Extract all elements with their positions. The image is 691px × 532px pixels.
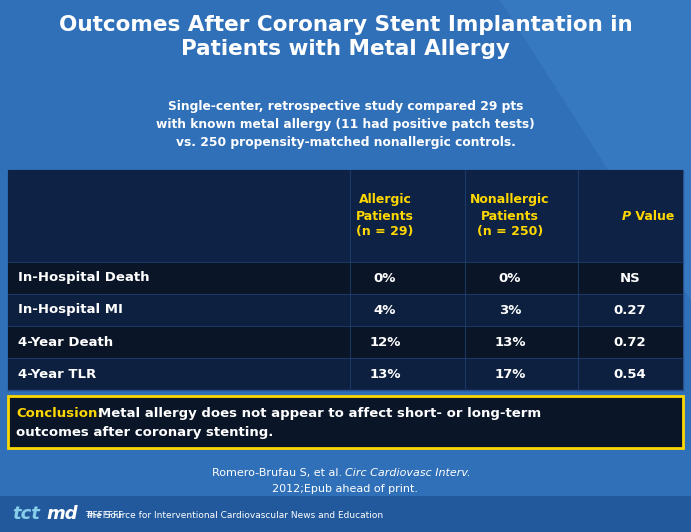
Bar bbox=[8, 358, 683, 390]
Text: 2012;Epub ahead of print.: 2012;Epub ahead of print. bbox=[272, 484, 419, 494]
Text: Metal allergy does not appear to affect short- or long-term: Metal allergy does not appear to affect … bbox=[98, 406, 541, 420]
Text: 4%: 4% bbox=[374, 303, 396, 317]
Text: The Source for Interventional Cardiovascular News and Education: The Source for Interventional Cardiovasc… bbox=[85, 511, 383, 520]
Text: Romero-Brufau S, et al.: Romero-Brufau S, et al. bbox=[212, 468, 346, 478]
Bar bbox=[8, 326, 683, 358]
Text: Single-center, retrospective study compared 29 pts
with known metal allergy (11 : Single-center, retrospective study compa… bbox=[156, 100, 535, 149]
Text: tct: tct bbox=[12, 505, 40, 523]
Text: 0%: 0% bbox=[374, 271, 396, 285]
Text: outcomes after coronary stenting.: outcomes after coronary stenting. bbox=[16, 426, 274, 439]
Text: 12%: 12% bbox=[369, 336, 401, 348]
Text: md: md bbox=[46, 505, 77, 523]
Bar bbox=[8, 396, 683, 448]
Text: 17%: 17% bbox=[494, 368, 526, 380]
Text: 4-Year Death: 4-Year Death bbox=[18, 336, 113, 348]
Text: 0.27: 0.27 bbox=[614, 303, 646, 317]
Text: Outcomes After Coronary Stent Implantation in
Patients with Metal Allergy: Outcomes After Coronary Stent Implantati… bbox=[59, 15, 632, 59]
Text: 0.72: 0.72 bbox=[614, 336, 646, 348]
Text: 3%: 3% bbox=[499, 303, 521, 317]
Text: 13%: 13% bbox=[369, 368, 401, 380]
Text: 13%: 13% bbox=[494, 336, 526, 348]
Text: Nonallergic
Patients
(n = 250): Nonallergic Patients (n = 250) bbox=[471, 194, 550, 238]
Text: 0%: 0% bbox=[499, 271, 521, 285]
Polygon shape bbox=[350, 0, 691, 300]
Text: Conclusion:: Conclusion: bbox=[16, 406, 103, 420]
Text: Allergic
Patients
(n = 29): Allergic Patients (n = 29) bbox=[356, 194, 414, 238]
Text: In-Hospital MI: In-Hospital MI bbox=[18, 303, 123, 317]
Text: In-Hospital Death: In-Hospital Death bbox=[18, 271, 149, 285]
Bar bbox=[8, 294, 683, 326]
Bar bbox=[8, 262, 683, 294]
Text: #FFFFFF: #FFFFFF bbox=[85, 511, 123, 520]
Bar bbox=[8, 170, 683, 262]
Text: Value: Value bbox=[631, 210, 674, 222]
Bar bbox=[0, 496, 691, 532]
Text: Circ Cardiovasc Interv.: Circ Cardiovasc Interv. bbox=[346, 468, 471, 478]
Text: P: P bbox=[622, 210, 631, 222]
Text: 4-Year TLR: 4-Year TLR bbox=[18, 368, 96, 380]
Text: NS: NS bbox=[620, 271, 641, 285]
Text: 0.54: 0.54 bbox=[614, 368, 646, 380]
Bar bbox=[8, 170, 683, 390]
